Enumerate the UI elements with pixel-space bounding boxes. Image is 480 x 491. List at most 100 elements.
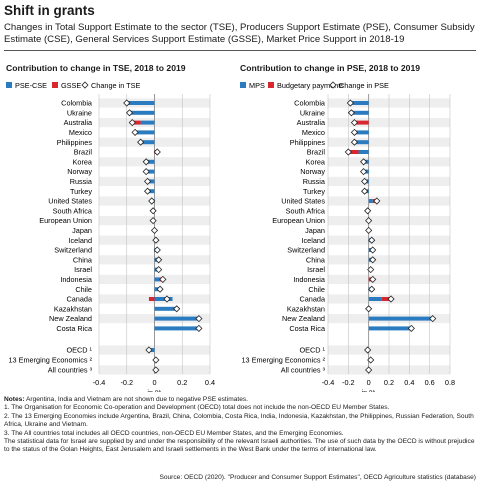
chart2-marker-change — [367, 356, 375, 364]
chart2-category-label: Korea — [306, 157, 326, 166]
chart1-category-label: All countries ³ — [48, 366, 93, 375]
chart2-marker-change — [365, 366, 373, 374]
chart1-marker-change — [156, 285, 164, 293]
chart2-bar-mps — [368, 297, 382, 301]
chart1-category-label: China — [73, 255, 93, 264]
chart2-marker-change — [369, 256, 377, 264]
chart2-category-label: Turkey — [303, 187, 325, 196]
chart1-category-label: South Africa — [53, 206, 93, 215]
chart2-x-tick-label: -0.4 — [322, 378, 335, 387]
chart2-category-label: All countries ³ — [281, 366, 326, 375]
chart1-category-label: Chile — [75, 285, 92, 294]
chart2-category-label: Israel — [307, 265, 325, 274]
chart1-marker-change — [152, 236, 160, 244]
note-line: Argentina, India and Vietnam are not sho… — [25, 396, 248, 403]
chart2-x-tick-label: 0.4 — [404, 378, 414, 387]
chart2-marker-change — [360, 158, 368, 166]
chart2-marker-change — [368, 236, 376, 244]
chart1-legend-label: PSE-CSE — [15, 81, 47, 90]
chart1-category-label: European Union — [39, 216, 92, 225]
chart2-legend-label: Change in PSE — [339, 81, 389, 90]
chart1-marker-change — [128, 119, 136, 127]
chart2-marker-change — [365, 226, 373, 234]
chart2-marker-change — [387, 295, 395, 303]
chart2-category-label: OECD ¹ — [299, 346, 325, 355]
chart1-x-tick-label: -0.2 — [120, 378, 133, 387]
chart1-marker-change — [149, 217, 157, 225]
chart2-marker-change — [346, 99, 354, 107]
chart2-x-tick-label: -0.2 — [342, 378, 355, 387]
chart1-marker-change — [125, 109, 134, 117]
chart1-bar-pse-cse — [129, 110, 155, 115]
chart2-marker-change — [350, 128, 358, 136]
chart1-legend-label: GSSE — [61, 81, 81, 90]
chart1-marker-change — [149, 207, 157, 215]
chart2-bar-mps — [350, 101, 369, 105]
chart2-legend-label: MPS — [249, 81, 265, 90]
chart2-marker-change — [347, 109, 355, 117]
chart2-marker-change — [350, 138, 358, 146]
chart2-bar-mps — [368, 326, 412, 331]
chart1-category-label: Canada — [66, 295, 93, 304]
note-line: 2. The 13 Emerging Economies include Arg… — [4, 412, 474, 429]
chart1-bar-pse-cse — [140, 120, 155, 125]
chart2-marker-change — [365, 305, 373, 313]
chart1-category-label: Brazil — [74, 148, 93, 157]
chart1-marker-change — [150, 226, 159, 234]
chart2-marker-change — [365, 217, 373, 225]
chart1-category-label: New Zealand — [49, 314, 92, 323]
chart1-category-label: Philippines — [57, 138, 93, 147]
chart1-legend-swatch — [52, 82, 58, 88]
chart2-category-label: Japan — [305, 226, 325, 235]
chart2-marker-change — [373, 197, 381, 205]
chart1-bar-pse-cse — [154, 326, 199, 331]
chart1-bar-gsse — [148, 297, 155, 301]
chart2-category-label: United States — [281, 197, 325, 206]
chart1-category-label: Costa Rica — [56, 324, 93, 333]
notes-label: Notes: — [4, 396, 25, 403]
chart1-marker-change — [163, 295, 171, 303]
chart1-marker-change — [142, 168, 150, 176]
chart1-category-label: Norway — [67, 167, 92, 176]
chart1-marker-change — [131, 128, 139, 136]
chart1-category-label: Indonesia — [60, 275, 93, 284]
chart1-marker-change — [152, 366, 160, 374]
chart2-legend-label: Budgetary payments — [277, 81, 344, 90]
chart1-category-label: Colombia — [61, 99, 93, 108]
chart2-marker-change — [344, 148, 352, 156]
chart2-marker-change — [369, 246, 377, 254]
chart2-category-label: New Zealand — [282, 314, 325, 323]
chart2-category-label: Brazil — [307, 148, 326, 157]
chart1-marker-change — [155, 266, 163, 274]
chart1-marker-change — [195, 315, 203, 323]
chart2-category-label: South Africa — [286, 206, 326, 215]
chart2-category-label: 13 Emerging Economics ² — [241, 356, 325, 365]
chart1-category-label: Switzerland — [54, 246, 92, 255]
chart1-bar-pse-cse — [146, 159, 155, 164]
chart1-marker-change — [152, 356, 160, 364]
chart1-marker-change — [173, 305, 181, 313]
chart1-category-label: Kazakhstan — [54, 304, 92, 313]
chart2-bar-budgetary-payments — [381, 297, 392, 301]
chart1-category-label: Turkey — [70, 187, 92, 196]
chart1-category-label: Russia — [70, 177, 93, 186]
chart1-category-label: OECD ¹ — [66, 346, 92, 355]
chart2-bar-mps — [356, 130, 369, 135]
chart2-category-label: Indonesia — [293, 275, 326, 284]
chart1-marker-change — [145, 346, 153, 354]
chart2-marker-change — [360, 168, 368, 176]
header-divider — [4, 50, 476, 51]
chart1-bar-pse-cse — [126, 101, 155, 105]
chart2-marker-change — [364, 207, 372, 215]
chart2-bar-mps — [368, 199, 373, 203]
chart2-category-label: Iceland — [301, 236, 325, 245]
chart1-category-label: Mexico — [69, 128, 92, 137]
page-subtitle: Changes in Total Support Estimate to the… — [4, 22, 475, 46]
chart1-legend-marker — [81, 81, 89, 89]
chart1-bar-gsse — [132, 120, 141, 125]
note-line: The statistical data for Israel are supp… — [4, 438, 475, 454]
chart1-marker-change — [143, 177, 152, 185]
chart2-x-tick-label: 0.2 — [384, 378, 394, 387]
chart1-x-tick-label: 0 — [152, 378, 156, 387]
chart1-marker-change — [143, 187, 152, 195]
